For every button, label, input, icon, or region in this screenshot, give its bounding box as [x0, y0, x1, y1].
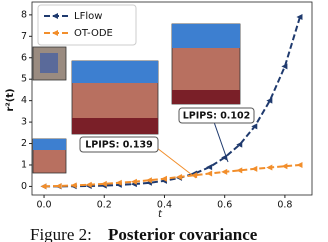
marker	[40, 183, 47, 190]
marker	[251, 123, 258, 130]
y-tick-label: 0	[21, 181, 27, 192]
caption-bold: Posterior covariance	[108, 225, 258, 242]
annotation-box	[79, 136, 159, 153]
annotation-arrow	[213, 121, 229, 163]
x-tick-label: 0.6	[217, 200, 232, 211]
marker	[296, 161, 303, 168]
y-tick-label: 1	[21, 159, 27, 170]
photo-right	[171, 23, 241, 105]
y-tick-label: 5	[21, 74, 27, 85]
marker	[236, 141, 243, 148]
series-line	[44, 163, 301, 188]
annotation: LPIPS: 0.102	[183, 111, 251, 122]
marker	[296, 14, 303, 21]
marker	[266, 97, 273, 104]
marker	[55, 182, 62, 189]
y-tick-label: 3	[21, 117, 27, 128]
x-tick-label: 0.4	[157, 200, 172, 211]
annotation-box	[178, 107, 255, 124]
y-tick-label: 6	[21, 52, 27, 63]
marker	[115, 179, 122, 186]
marker	[176, 173, 183, 180]
marker	[191, 172, 198, 179]
legend-label: LFlow	[74, 11, 102, 22]
y-tick-label: 2	[21, 138, 27, 149]
photo-small-top	[32, 46, 67, 81]
marker	[221, 168, 228, 175]
marker	[130, 178, 137, 185]
x-tick-label: 0.0	[36, 200, 51, 211]
marker	[160, 175, 167, 182]
legend-marker	[52, 13, 58, 19]
marker	[236, 167, 243, 174]
series-line	[44, 16, 301, 188]
annotation: LPIPS: 0.139	[85, 140, 153, 151]
x-axis-label: t	[158, 209, 163, 220]
caption: Figure 2:	[30, 225, 92, 242]
legend-marker	[52, 30, 58, 36]
y-tick-label: 7	[21, 31, 27, 42]
marker	[85, 181, 92, 188]
marker	[206, 170, 213, 177]
marker	[251, 165, 258, 172]
annotation-arrow	[156, 147, 197, 179]
marker	[100, 180, 107, 187]
photo-large	[71, 60, 159, 135]
marker	[281, 163, 288, 170]
y-tick-label: 8	[21, 9, 27, 20]
marker	[70, 182, 77, 189]
x-tick-label: 0.8	[277, 200, 292, 211]
plot-frame	[31, 1, 313, 196]
photo-small-bottom	[32, 138, 67, 174]
marker	[266, 164, 273, 171]
y-axis-label: r²(t)	[5, 88, 16, 111]
marker	[145, 177, 152, 184]
y-tick-label: 4	[21, 95, 27, 106]
marker	[281, 63, 288, 70]
marker	[206, 164, 213, 171]
legend-label: OT-ODE	[74, 28, 113, 39]
x-tick-label: 0.2	[97, 200, 112, 211]
